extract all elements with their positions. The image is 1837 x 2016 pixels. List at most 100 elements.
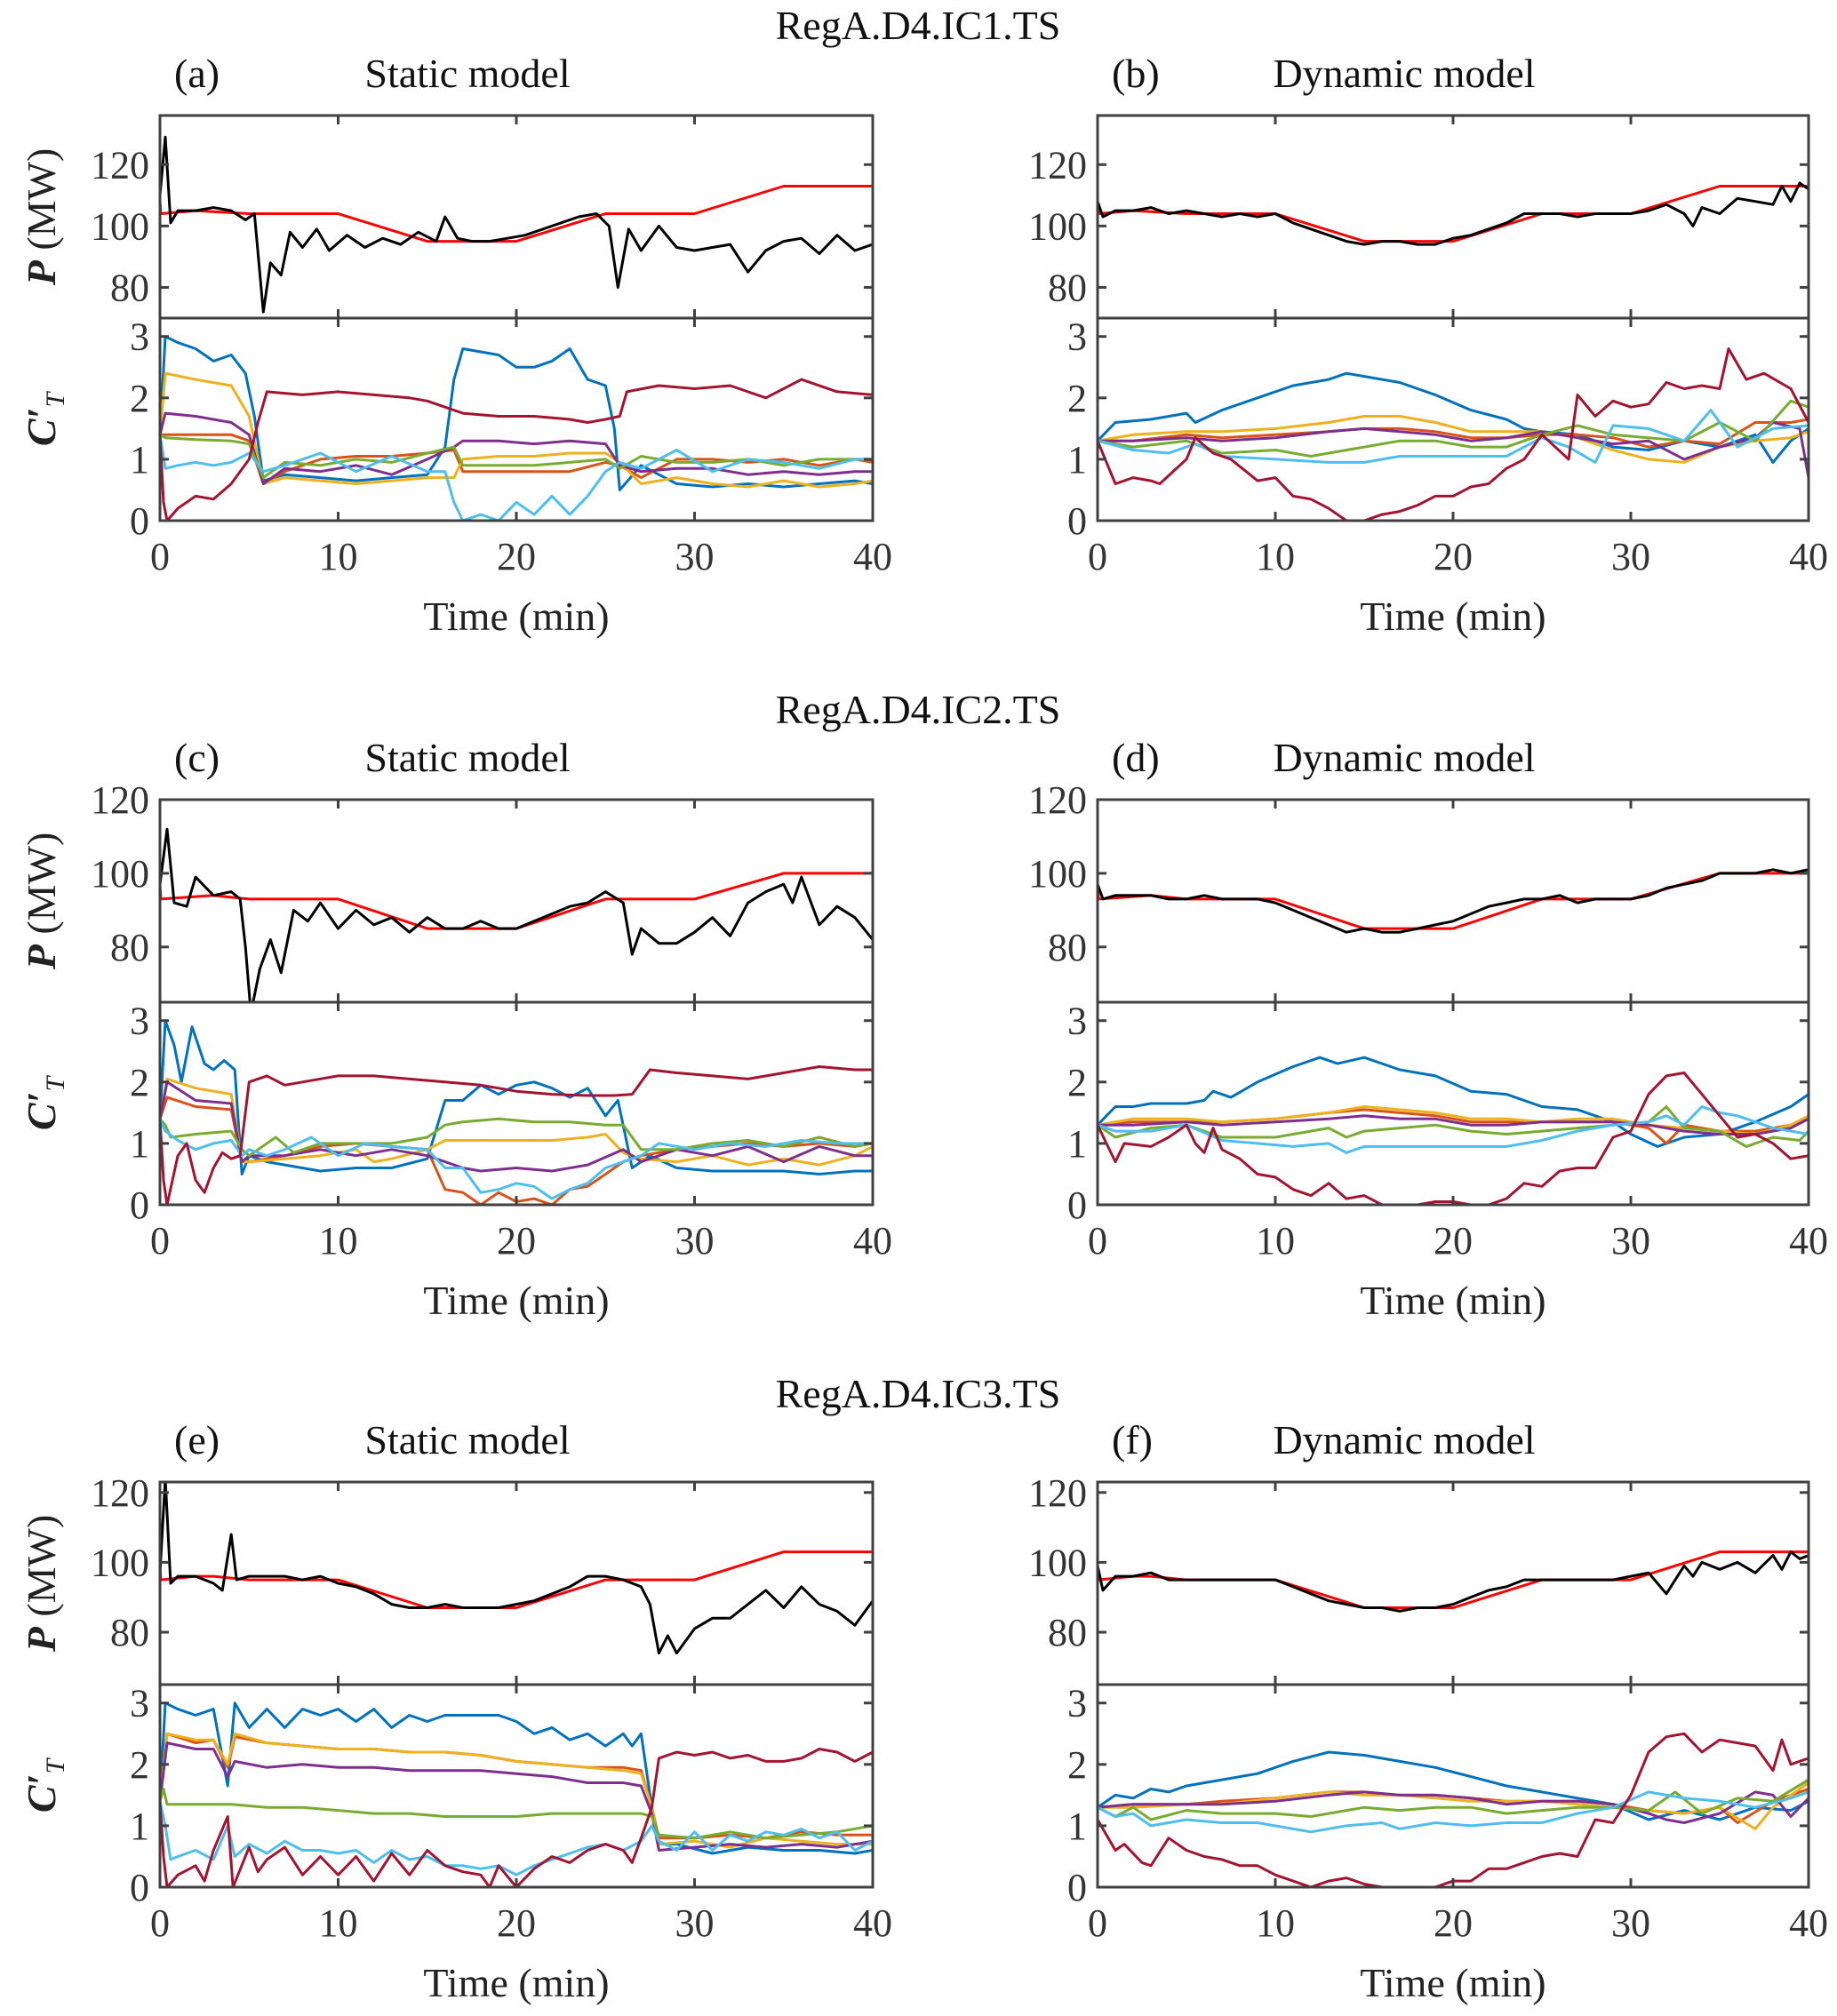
x-tick-label: 30	[1611, 535, 1650, 578]
x-axis-label: Time (min)	[423, 1960, 609, 2005]
y-tick-label: 1	[1067, 438, 1087, 482]
ct-series-group	[160, 1019, 873, 1205]
power-series-group	[160, 1482, 873, 1655]
ct-series-group	[160, 1701, 873, 1887]
x-tick-label: 40	[853, 535, 892, 578]
panel-label: (d)	[1112, 735, 1160, 780]
series-turbine-4	[160, 1741, 873, 1852]
y-tick-label: 1	[130, 1805, 149, 1848]
series-turbine-4	[1098, 1790, 1809, 1824]
x-tick-label: 20	[1434, 535, 1473, 578]
ct-series-group	[1098, 347, 1809, 521]
series-turbine-5	[1098, 1105, 1809, 1148]
series-turbine-4	[1098, 1114, 1809, 1135]
y-tick-label: 0	[130, 1866, 149, 1909]
power-series-group	[160, 135, 873, 314]
series-turbine-4	[160, 411, 873, 485]
series-turbine-5	[160, 1117, 873, 1158]
y-tick-label: 1	[1067, 1805, 1087, 1848]
power-series-group	[1098, 868, 1809, 934]
x-tick-label: 0	[1088, 1901, 1107, 1945]
panel-label: (c)	[174, 735, 220, 780]
series-reference	[160, 872, 873, 930]
x-tick-label: 40	[853, 1219, 892, 1263]
x-axis-label: Time (min)	[1360, 1278, 1545, 1323]
y-tick-label: 100	[91, 1541, 149, 1584]
x-tick-label: 20	[1434, 1219, 1473, 1263]
x-tick-label: 20	[497, 1901, 536, 1945]
series-turbine-6	[160, 1118, 873, 1200]
row-title-1: RegA.D4.IC1.TS	[776, 3, 1061, 48]
power-y-axis-label: P (MW)	[19, 1515, 64, 1653]
panel-label: (b)	[1112, 51, 1160, 96]
row-title-2: RegA.D4.IC2.TS	[776, 687, 1061, 732]
series-reference	[160, 1550, 873, 1609]
series-turbine-4	[160, 1080, 873, 1173]
y-tick-label: 100	[91, 852, 149, 896]
x-tick-label: 10	[319, 535, 358, 578]
x-tick-label: 10	[1256, 535, 1295, 578]
ct-series-group	[1098, 1056, 1809, 1205]
series-turbine-7	[1098, 1072, 1809, 1205]
x-tick-label: 30	[675, 1219, 715, 1263]
power-series-group	[1098, 181, 1809, 246]
x-tick-label: 20	[1434, 1901, 1473, 1945]
y-tick-label: 0	[130, 1183, 149, 1227]
series-turbine-7	[1098, 347, 1809, 521]
series-turbine-6	[1098, 1105, 1809, 1154]
series-turbine-4	[1098, 421, 1809, 478]
panel-title: Dynamic model	[1273, 51, 1535, 96]
y-tick-label: 80	[1048, 926, 1087, 969]
row-title-3: RegA.D4.IC3.TS	[776, 1371, 1061, 1416]
x-tick-label: 30	[1611, 1901, 1650, 1945]
panel-label: (f)	[1112, 1417, 1153, 1462]
power-frame	[1096, 1480, 1810, 1686]
x-tick-label: 10	[1256, 1219, 1295, 1263]
ct-frame	[158, 1000, 875, 1207]
panel-title: Static model	[364, 735, 570, 780]
x-tick-label: 10	[1256, 1901, 1295, 1945]
series-turbine-7	[160, 378, 873, 521]
series-turbine-5	[1098, 399, 1809, 458]
power-frame	[158, 798, 875, 1004]
x-axis-label: Time (min)	[423, 1278, 609, 1323]
power-frame	[1096, 798, 1810, 1004]
x-tick-label: 40	[1789, 1901, 1828, 1945]
y-tick-label: 0	[1067, 1866, 1087, 1909]
y-tick-label: 120	[91, 778, 149, 822]
y-tick-label: 0	[1067, 1183, 1087, 1227]
x-tick-label: 0	[150, 1901, 170, 1945]
y-tick-label: 3	[1067, 1682, 1087, 1725]
y-tick-label: 1	[1067, 1122, 1087, 1166]
ct-y-axis-label: C′T	[19, 1075, 70, 1131]
x-axis-label: Time (min)	[423, 594, 609, 639]
power-frame	[1096, 114, 1810, 320]
x-tick-label: 10	[319, 1219, 358, 1263]
y-tick-label: 120	[1028, 143, 1087, 187]
ct-series-group	[160, 335, 873, 521]
series-turbine-1	[1098, 1056, 1809, 1148]
power-y-axis-label: P (MW)	[19, 148, 64, 287]
y-tick-label: 100	[1028, 852, 1087, 896]
y-tick-label: 3	[130, 1682, 149, 1725]
series-turbine-5	[1098, 1778, 1809, 1821]
y-tick-label: 120	[91, 1471, 149, 1515]
ct-series-group	[1098, 1732, 1809, 1887]
power-axes: 80 100 120	[91, 778, 875, 1004]
panel-label: (e)	[174, 1417, 220, 1462]
power-series-group	[1098, 1550, 1809, 1613]
series-power	[160, 135, 873, 314]
x-tick-label: 20	[497, 535, 536, 578]
series-power	[160, 1482, 873, 1655]
series-turbine-1	[160, 335, 873, 491]
series-turbine-3	[160, 371, 873, 489]
power-axes: 80 100 120	[1028, 1471, 1810, 1686]
y-tick-label: 80	[110, 1611, 149, 1654]
